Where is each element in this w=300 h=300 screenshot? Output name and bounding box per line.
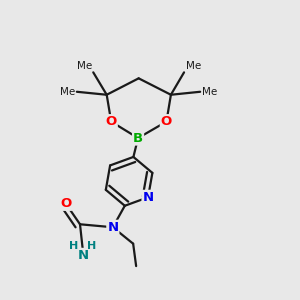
Text: Me: Me: [76, 61, 92, 71]
Text: N: N: [107, 221, 118, 234]
Text: N: N: [142, 191, 154, 204]
Text: H: H: [87, 242, 97, 251]
Text: O: O: [161, 115, 172, 128]
Text: B: B: [133, 132, 143, 145]
Text: Me: Me: [202, 87, 217, 97]
Text: Me: Me: [185, 61, 201, 71]
Text: Me: Me: [60, 87, 75, 97]
Text: H: H: [69, 242, 79, 251]
Text: O: O: [106, 115, 117, 128]
Text: N: N: [77, 249, 88, 262]
Text: O: O: [60, 197, 71, 210]
